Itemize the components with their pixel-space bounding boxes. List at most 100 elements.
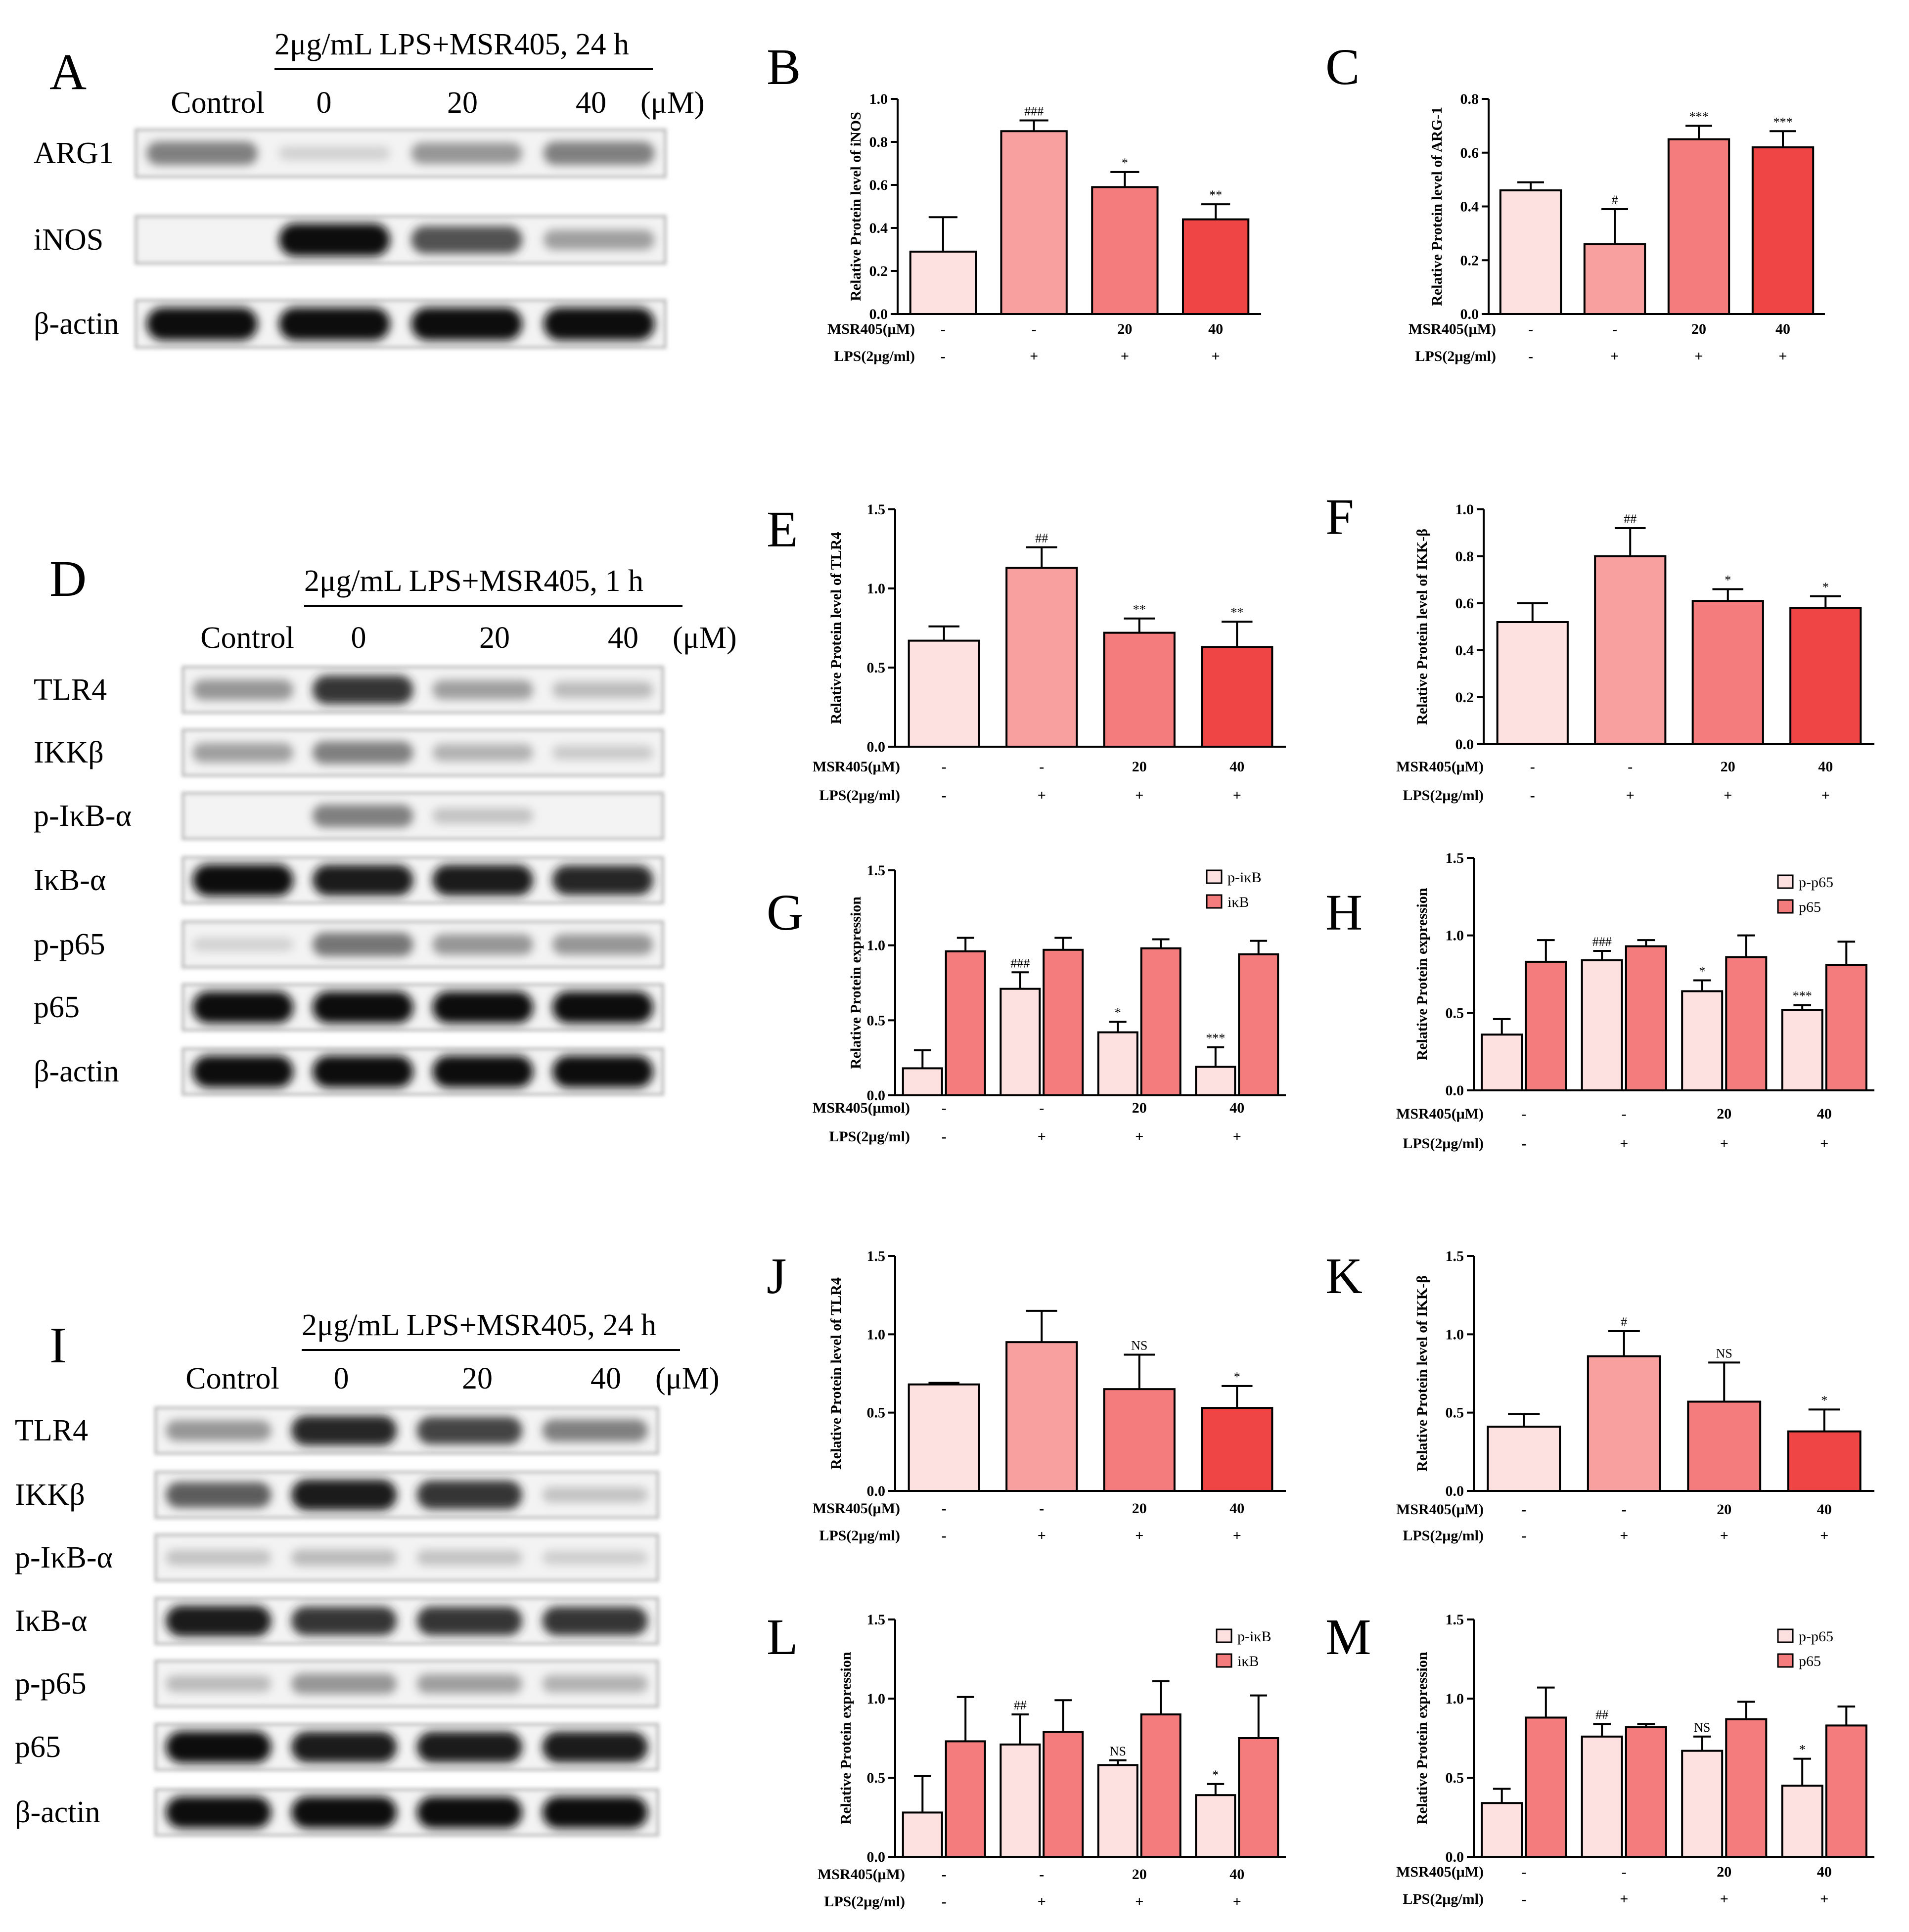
panel-letter-B: B xyxy=(767,39,801,95)
y-tick-label: 0.5 xyxy=(1446,1005,1464,1021)
y-tick-label: 0.4 xyxy=(1460,199,1479,215)
condition-value: + xyxy=(1038,1893,1046,1910)
condition-value: 20 xyxy=(1132,1100,1147,1116)
panel-letter-F: F xyxy=(1325,489,1354,545)
bar xyxy=(1825,964,1867,1091)
legend-swatch xyxy=(1216,1653,1232,1668)
blot-band xyxy=(542,1419,648,1442)
blot-band xyxy=(312,1055,413,1088)
significance-mark: ### xyxy=(1024,104,1044,119)
chart-J: J 0.0 0.5 1.0 1.5 Relative Protein level of T… xyxy=(767,1248,1286,1544)
significance-mark: ### xyxy=(1592,935,1612,949)
condition-value: + xyxy=(1620,1135,1628,1152)
bar xyxy=(1691,600,1764,745)
y-tick-label: 1.5 xyxy=(1446,1612,1464,1628)
condition-label: MSR405(μmol) xyxy=(813,1100,910,1116)
blot-row-label: IκB-α xyxy=(34,863,106,897)
bar xyxy=(1140,947,1182,1096)
significance-mark: ## xyxy=(1035,531,1048,545)
bar xyxy=(1681,1750,1724,1858)
bar xyxy=(1667,138,1730,315)
condition-value: - xyxy=(942,1528,947,1544)
panel-letter-J: J xyxy=(767,1248,786,1304)
lane-label: 40 xyxy=(591,1362,621,1395)
bar xyxy=(1594,555,1667,745)
legend-label: p-p65 xyxy=(1799,874,1833,891)
chart-K: K 0.0 0.5 1.0 1.5 Relative Protein level of I… xyxy=(1325,1248,1874,1544)
blot-row-label: β-actin xyxy=(15,1796,100,1829)
y-tick-label: 0.4 xyxy=(1455,642,1474,659)
blot-band xyxy=(416,1796,522,1829)
y-tick-label: 0.4 xyxy=(869,220,888,236)
blot-band xyxy=(542,1606,648,1636)
y-tick-label: 0.8 xyxy=(1460,91,1479,107)
blot-band xyxy=(291,1606,397,1636)
blot-band xyxy=(291,1549,397,1566)
blot-band xyxy=(432,934,534,955)
blot-band xyxy=(192,679,294,700)
bar xyxy=(1201,1407,1273,1492)
significance-mark: NS xyxy=(1131,1339,1147,1353)
condition-value: 40 xyxy=(1229,1100,1244,1116)
bar xyxy=(1238,953,1279,1097)
blot-band xyxy=(291,1415,397,1446)
blot-band xyxy=(543,307,655,341)
y-tick-label: 1.5 xyxy=(867,1612,886,1628)
significance-mark: ## xyxy=(1624,512,1636,526)
legend-label: iκB xyxy=(1237,1653,1259,1669)
y-tick-label: 0.0 xyxy=(1446,1082,1464,1099)
y-tick-label: 1.0 xyxy=(869,91,888,107)
blot-band xyxy=(432,1055,534,1088)
blot-band xyxy=(312,991,413,1024)
blot-band xyxy=(192,938,294,951)
bar xyxy=(1140,1713,1182,1858)
y-tick-label: 0.5 xyxy=(867,1012,886,1029)
bar xyxy=(1496,621,1569,745)
blot-panel-A: A 2μg/mL LPS+MSR405, 24 h Control 0 20 40 (μM)… xyxy=(34,28,705,349)
condition-value: - xyxy=(1521,1106,1526,1122)
blot-band xyxy=(312,864,413,896)
y-axis-label: Relative Protein expression xyxy=(848,897,864,1069)
bar xyxy=(1681,990,1724,1092)
treatment-label: 2μg/mL LPS+MSR405, 1 h xyxy=(304,564,643,598)
bar xyxy=(1687,1400,1762,1492)
condition-label: LPS(2μg/ml) xyxy=(1403,1891,1484,1907)
condition-value: + xyxy=(1121,348,1129,364)
blot-band xyxy=(312,741,413,764)
blot-band xyxy=(542,1731,648,1763)
blot-band xyxy=(166,1420,272,1441)
blot-band xyxy=(432,864,534,896)
condition-value: + xyxy=(1720,1891,1728,1907)
condition-value: + xyxy=(1030,348,1038,364)
condition-value: + xyxy=(1626,787,1635,804)
condition-value: - xyxy=(1628,759,1633,775)
blot-row-label: p65 xyxy=(15,1730,61,1764)
bar xyxy=(1499,189,1562,315)
bar xyxy=(1787,1430,1862,1492)
condition-value: + xyxy=(1620,1891,1628,1907)
legend-swatch xyxy=(1777,899,1794,914)
condition-label: MSR405(μM) xyxy=(1396,1864,1484,1880)
condition-value: + xyxy=(1233,1528,1241,1544)
bar xyxy=(1000,1743,1041,1858)
condition-label: LPS(2μg/ml) xyxy=(1403,1528,1484,1544)
panel-letter-L: L xyxy=(767,1609,798,1665)
bar xyxy=(902,1067,943,1096)
lane-label: 20 xyxy=(462,1362,493,1395)
bar xyxy=(1781,1785,1823,1858)
y-axis-label: Relative Protein level of TLR4 xyxy=(828,532,844,724)
condition-value: + xyxy=(1233,787,1241,804)
condition-label: MSR405(μM) xyxy=(827,321,915,337)
bar xyxy=(945,1740,986,1858)
condition-label: MSR405(μM) xyxy=(813,1500,900,1517)
condition-value: - xyxy=(1622,1501,1627,1518)
bar xyxy=(1481,1802,1523,1858)
bar xyxy=(908,639,980,748)
bar xyxy=(1103,1388,1176,1492)
significance-mark: * xyxy=(1234,1370,1240,1384)
chart-H: H 0.0 0.5 1.0 1.5 Relative Protein expression… xyxy=(1325,850,1874,1152)
condition-value: + xyxy=(1610,348,1619,364)
significance-mark: * xyxy=(1122,156,1128,170)
y-tick-label: 0.6 xyxy=(1455,595,1474,612)
condition-value: + xyxy=(1778,348,1787,364)
